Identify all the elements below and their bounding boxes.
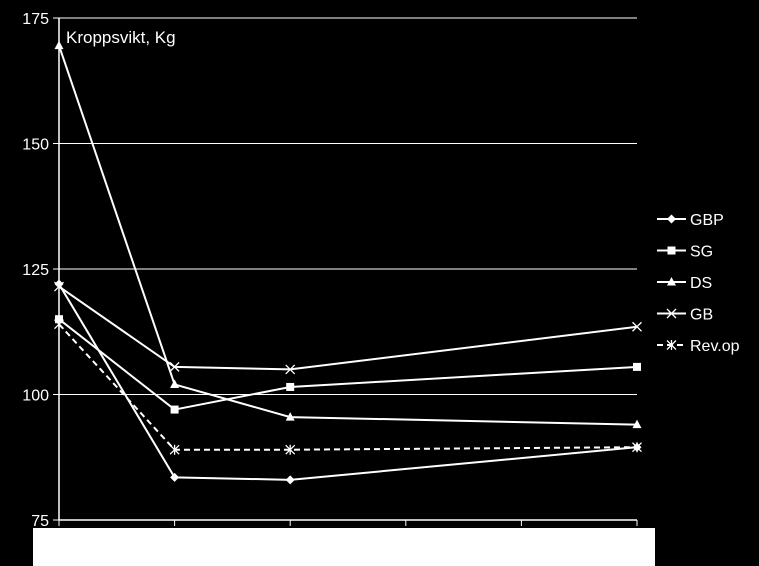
legend-item: DS [657,275,712,292]
data-point-marker [169,444,180,455]
data-point-marker [54,40,64,50]
data-point-marker [54,279,64,289]
legend-item: GBP [657,212,724,229]
data-point-marker [632,419,642,429]
data-point-marker [632,321,642,332]
legend-label: Rev.op [690,338,740,355]
data-point-marker [667,214,676,224]
x-axis-label-panel [33,528,655,566]
data-point-marker [55,315,63,324]
series-sg [55,315,641,414]
series-line [58,285,638,371]
y-axis-label: Kroppsvikt, Kg [66,28,176,47]
data-point-marker [667,277,676,286]
x-axis-ticks [58,520,638,526]
series-rev-op [54,319,642,455]
series-gb [54,281,642,375]
legend-item: Rev.op [657,338,740,355]
data-point-marker [54,281,64,292]
data-point-marker [667,246,676,255]
data-point-marker [54,319,64,330]
data-point-marker [666,308,677,319]
series-line [58,318,638,411]
legend-item: SG [657,244,713,261]
series-line [58,45,638,426]
data-point-marker [170,472,180,482]
y-tick-label: 75 [31,513,49,530]
y-tick-label: 100 [22,388,49,405]
data-point-marker [666,340,677,350]
legend-label: GB [690,307,713,324]
y-tick-label: 175 [22,11,49,28]
data-point-marker [285,412,295,421]
legend: GBP SG DS GB Rev.op [657,212,740,355]
legend-label: DS [690,275,712,292]
data-point-marker [285,475,295,485]
data-point-marker [285,364,296,375]
legend-label: SG [690,244,713,261]
data-point-marker [286,382,295,391]
y-tick-label: 125 [22,262,49,279]
data-point-marker [170,379,180,388]
series-ds [54,40,642,429]
y-tick-label: 150 [22,137,49,154]
data-point-marker [169,361,180,372]
series-layer [54,40,642,485]
series-line [58,323,638,451]
data-point-marker [285,444,296,455]
legend-item: GB [657,307,713,324]
y-axis-ticks: 175 150 125 100 75 [22,11,59,530]
series-line [58,283,638,481]
legend-label: GBP [690,212,724,229]
data-point-marker [633,362,641,371]
data-point-marker [632,442,642,453]
data-point-marker [170,405,179,414]
